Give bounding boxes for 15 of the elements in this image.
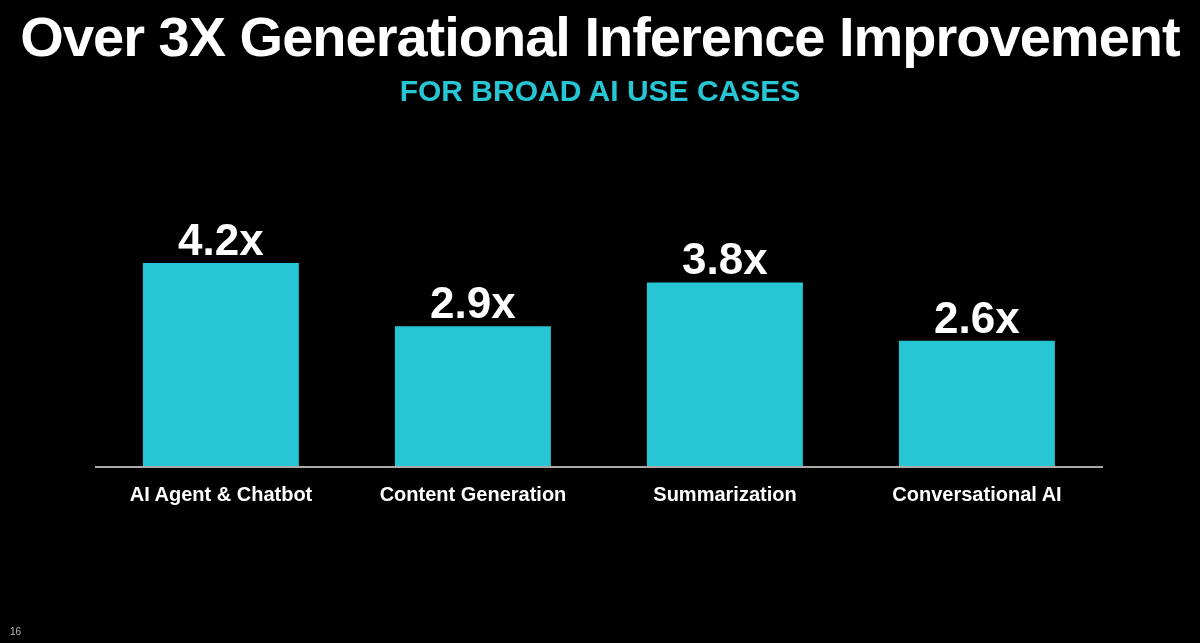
data-label: 2.6x — [934, 292, 1021, 342]
x-tick-label: AI Agent & Chatbot — [129, 483, 313, 506]
bar — [646, 282, 803, 467]
x-tick-label: Summarization — [653, 483, 797, 506]
data-label: 2.9x — [430, 278, 517, 328]
chart-title: Over 3X Generational Inference Improvement — [19, 4, 1181, 69]
x-tick-label: Conversational AI — [892, 483, 1062, 506]
data-label: 3.8x — [682, 234, 769, 284]
bar — [394, 326, 551, 467]
data-label: 4.2x — [178, 215, 265, 264]
chart-subtitle: FOR BROAD AI USE CASES — [398, 74, 802, 108]
text: 16 — [10, 626, 22, 637]
x-tick-label: Content Generation — [379, 483, 567, 506]
bar — [898, 340, 1055, 467]
bar — [142, 263, 299, 467]
